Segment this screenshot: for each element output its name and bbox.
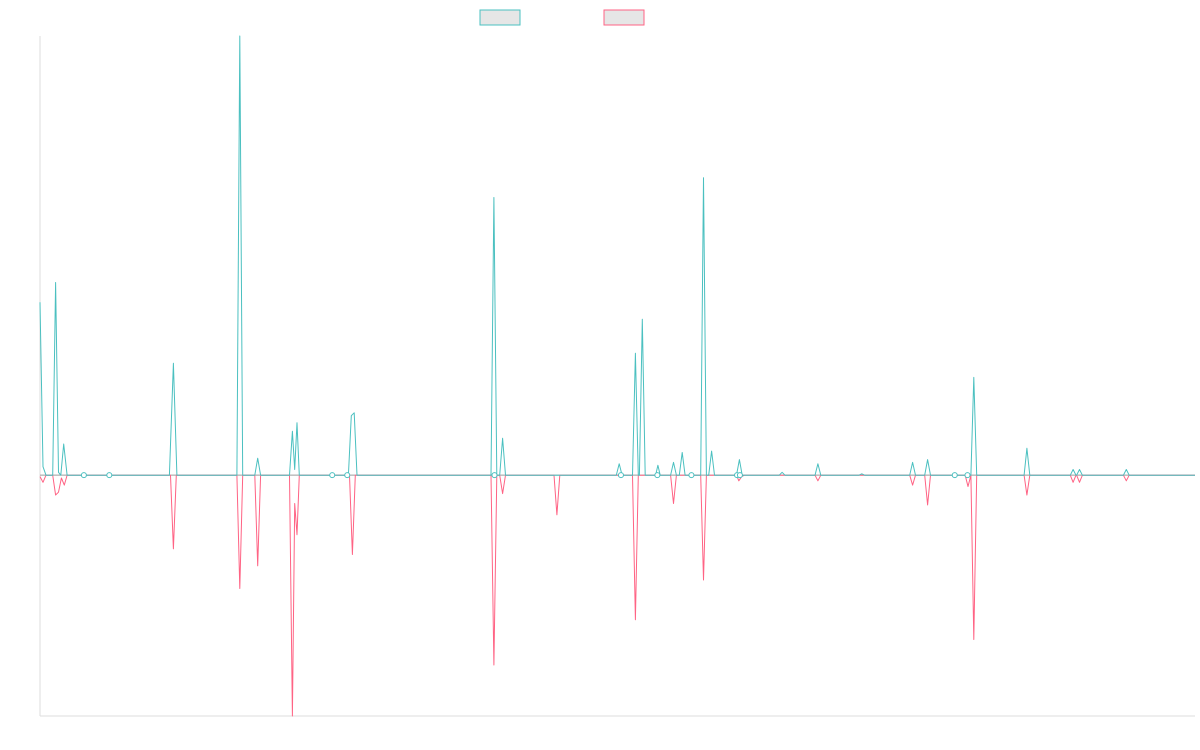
data-point-marker bbox=[80, 472, 87, 479]
data-point-marker bbox=[736, 472, 743, 479]
series-line-b[interactable] bbox=[39, 474, 1195, 717]
data-point-marker bbox=[951, 472, 958, 479]
data-point-marker bbox=[654, 472, 661, 479]
series-line-a[interactable] bbox=[39, 35, 1195, 476]
marker-layer bbox=[80, 472, 971, 479]
data-point-marker bbox=[329, 472, 336, 479]
series-layer bbox=[39, 35, 1195, 717]
data-point-marker bbox=[106, 472, 113, 479]
legend-swatch-a[interactable] bbox=[479, 9, 521, 26]
data-point-marker bbox=[688, 472, 695, 479]
data-point-marker bbox=[617, 472, 624, 479]
legend[interactable] bbox=[479, 9, 645, 26]
data-point-marker bbox=[964, 472, 971, 479]
data-point-marker bbox=[344, 472, 351, 479]
legend-swatch-b[interactable] bbox=[603, 9, 645, 26]
data-point-marker bbox=[491, 472, 498, 479]
